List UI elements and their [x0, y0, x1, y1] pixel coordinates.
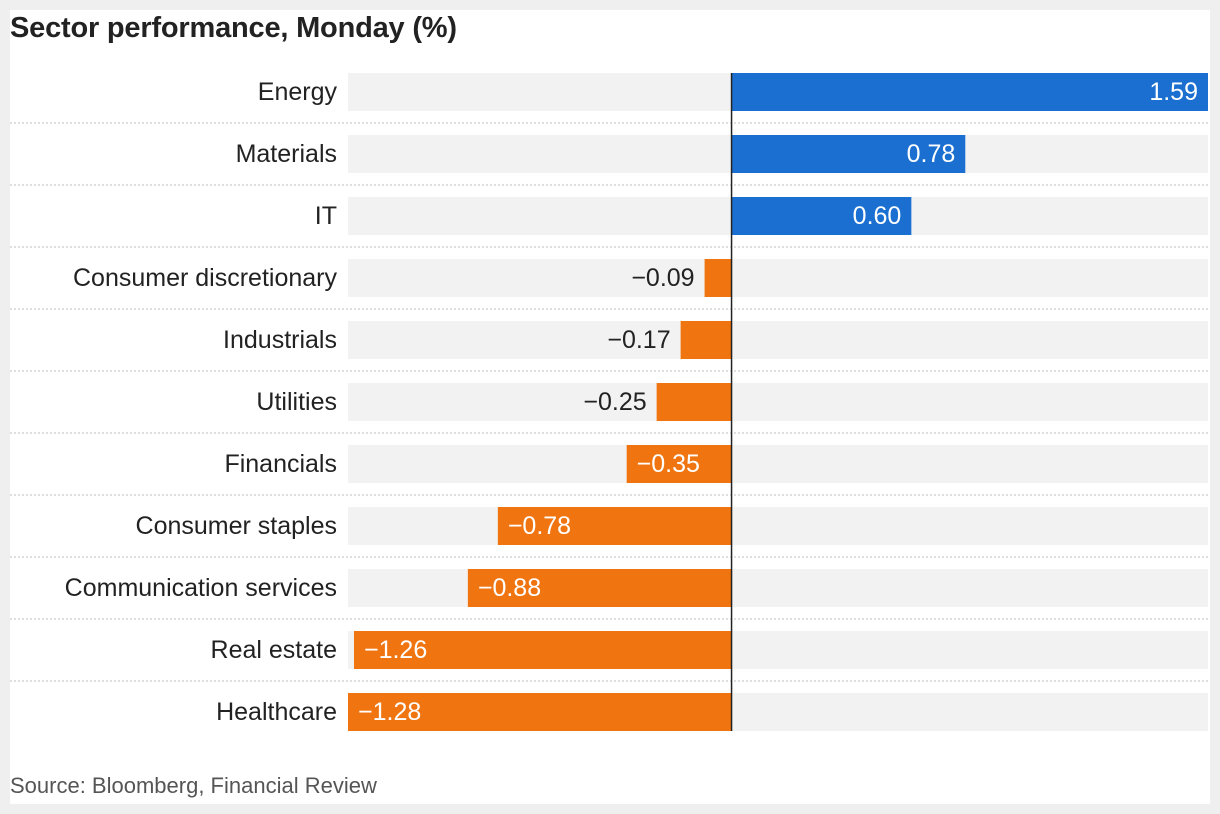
category-label: Industrials — [223, 326, 337, 354]
value-label: −0.35 — [637, 450, 700, 478]
bar-negative — [467, 569, 732, 607]
value-label: −0.09 — [631, 264, 694, 292]
bar-negative — [680, 321, 732, 359]
bar-track — [348, 507, 1208, 545]
category-label: Consumer discretionary — [73, 264, 337, 292]
bar-negative — [353, 631, 732, 669]
bar-positive — [731, 135, 966, 173]
category-label: IT — [315, 202, 337, 230]
bar-track — [348, 321, 1208, 359]
bar-negative — [348, 693, 732, 731]
bar-negative — [626, 445, 732, 483]
value-label: 0.60 — [853, 202, 902, 230]
bar-track — [348, 259, 1208, 297]
category-label: Utilities — [256, 388, 337, 416]
category-label: Energy — [258, 78, 338, 106]
chart-title: Sector performance, Monday (%) — [10, 12, 457, 44]
bar-negative — [656, 383, 732, 421]
bar-track — [348, 383, 1208, 421]
bar-negative — [704, 259, 732, 297]
value-label: −0.88 — [478, 574, 541, 602]
value-label: −0.78 — [508, 512, 571, 540]
value-label: 0.78 — [907, 140, 956, 168]
category-label: Consumer staples — [136, 512, 337, 540]
bar-negative — [497, 507, 732, 545]
category-label: Real estate — [211, 636, 337, 664]
bar-track — [348, 445, 1208, 483]
bar-positive — [731, 197, 912, 235]
value-label: 1.59 — [1149, 78, 1198, 106]
value-label: −0.25 — [583, 388, 646, 416]
category-label: Materials — [236, 140, 337, 168]
category-label: Financials — [224, 450, 337, 478]
value-label: −0.17 — [607, 326, 670, 354]
category-label: Healthcare — [216, 698, 337, 726]
value-label: −1.28 — [358, 698, 421, 726]
source-note: Source: Bloomberg, Financial Review — [10, 773, 377, 798]
category-label: Communication services — [65, 574, 337, 602]
value-label: −1.26 — [364, 636, 427, 664]
bar-positive — [731, 73, 1208, 111]
